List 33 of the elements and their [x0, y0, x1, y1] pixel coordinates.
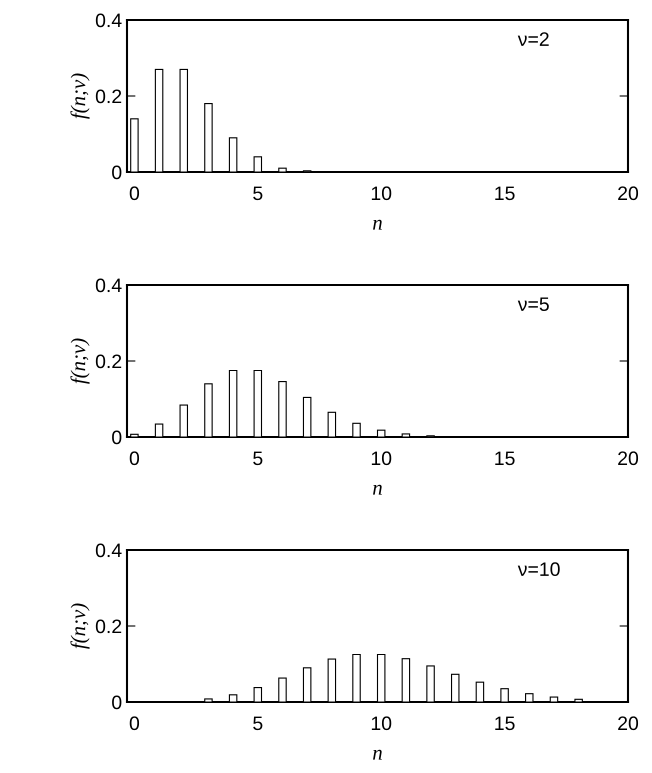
- x-tick-label: 15: [495, 452, 515, 466]
- x-axis-title: n: [373, 484, 382, 495]
- y-tick-label: 0.2: [96, 619, 122, 634]
- x-tick-label: 20: [618, 716, 638, 730]
- y-tick-label: 0.4: [96, 543, 122, 558]
- y-axis-title: f(n;ν): [70, 604, 90, 649]
- y-tick-label: 0: [112, 165, 122, 180]
- y-axis-title: f(n;ν): [70, 338, 90, 384]
- x-tick-label: 10: [372, 451, 392, 466]
- y-axis-title: f(n;ν): [70, 74, 90, 119]
- y-tick-label: 0.2: [96, 354, 122, 368]
- x-axis-title: n: [373, 750, 382, 760]
- x-axis-title: n: [373, 220, 382, 230]
- x-tick-label: 5: [253, 716, 262, 730]
- x-tick-label: 10: [372, 186, 392, 200]
- y-tick-label: 0.4: [96, 278, 122, 292]
- annotation: ν=10: [518, 562, 560, 576]
- x-tick-label: 20: [618, 451, 638, 466]
- annotation: ν=5: [518, 297, 549, 312]
- y-tick-label: 0.2: [96, 89, 122, 104]
- x-tick-label: 0: [130, 451, 140, 466]
- y-tick-label: 0: [112, 695, 122, 710]
- x-tick-label: 0: [130, 186, 140, 200]
- y-tick-label: 0: [112, 430, 122, 444]
- x-tick-label: 15: [495, 186, 515, 200]
- x-tick-label: 10: [372, 716, 392, 730]
- x-tick-label: 5: [253, 452, 262, 466]
- y-tick-label: 0.4: [96, 13, 122, 28]
- x-tick-label: 5: [253, 186, 262, 200]
- x-tick-label: 15: [495, 716, 515, 730]
- annotation: ν=2: [518, 32, 549, 46]
- x-tick-label: 0: [130, 716, 140, 730]
- x-tick-label: 20: [618, 186, 638, 200]
